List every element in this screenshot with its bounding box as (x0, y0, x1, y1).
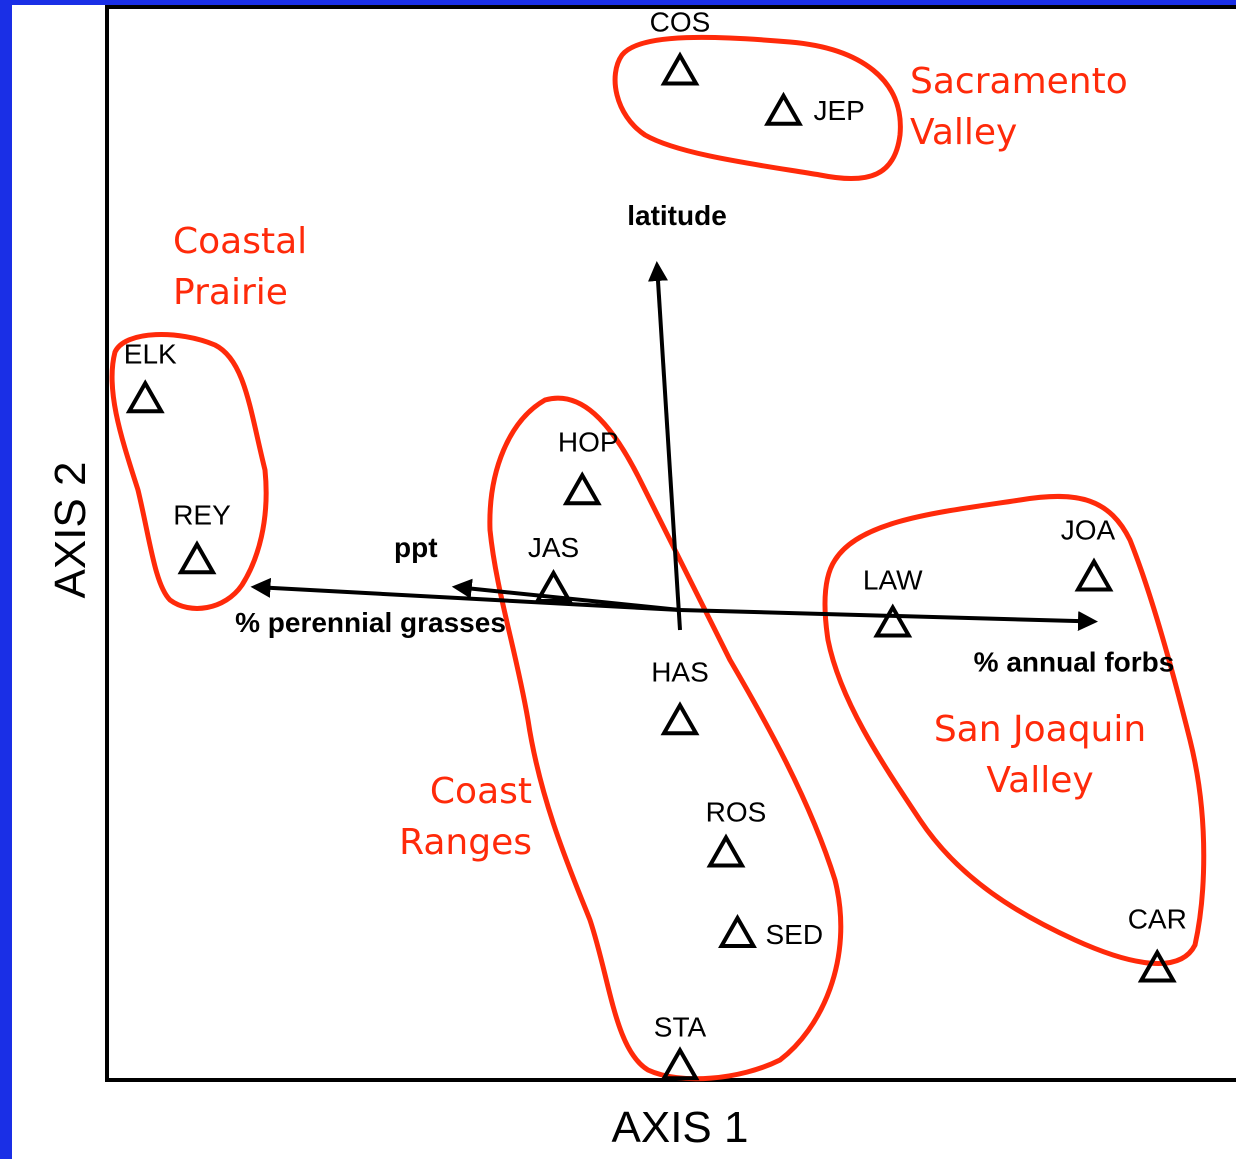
point-label-car: CAR (1128, 904, 1187, 935)
points: COS JEP ELK REY HOP JAS HAS ROS SED STA LAW JOA CAR (124, 7, 1187, 1081)
point-marker-cos (660, 51, 700, 86)
group-outline-sacramento (612, 34, 903, 182)
group-label-coast_ranges-1: Ranges (399, 822, 532, 863)
top-blue-band (0, 0, 1236, 5)
point-marker-car (1137, 948, 1177, 983)
point-label-has: HAS (651, 656, 709, 687)
point-marker-joa (1074, 557, 1114, 592)
group-label-san_joaquin-1: Valley (986, 760, 1093, 801)
point-label-elk: ELK (124, 338, 177, 369)
point-label-hop: HOP (558, 426, 619, 457)
point-marker-rey (177, 540, 217, 575)
point-marker-ros (706, 833, 746, 868)
y-axis-title: AXIS 2 (46, 462, 95, 599)
x-axis-title: AXIS 1 (612, 1103, 749, 1152)
left-blue-band (0, 0, 12, 1159)
group-outline-coast-ranges (487, 395, 844, 1082)
vector-label-1: ppt (394, 532, 438, 563)
point-label-sta: STA (654, 1011, 707, 1042)
point-marker-elk (125, 379, 165, 414)
vector-arrow-0 (648, 261, 682, 631)
point-label-rey: REY (173, 499, 231, 530)
group-label-prairie-1: Prairie (173, 272, 288, 313)
point-label-ros: ROS (706, 797, 767, 828)
group-outlines (109, 34, 1207, 1082)
group-labels: Sacramento Valley Coastal Prairie Coast Range… (173, 61, 1146, 863)
point-label-joa: JOA (1061, 515, 1116, 546)
point-marker-law (873, 603, 913, 638)
point-marker-sta (660, 1046, 700, 1081)
vector-label-3: % annual forbs (974, 647, 1175, 678)
group-label-prairie-0: Coastal (173, 221, 307, 262)
group-outline-san-joaquin (822, 493, 1207, 966)
point-marker-jep (764, 91, 803, 126)
group-label-san_joaquin-0: San Joaquin (934, 709, 1146, 750)
group-label-sacramento-0: Sacramento (910, 61, 1128, 102)
point-label-law: LAW (863, 565, 923, 596)
point-label-jas: JAS (528, 532, 579, 563)
point-marker-hop (562, 471, 602, 506)
point-marker-jas (534, 568, 573, 603)
vector-label-0: latitude (627, 200, 727, 231)
point-marker-has (660, 701, 700, 736)
point-label-cos: COS (650, 7, 711, 38)
vector-label-2: % perennial grasses (235, 607, 506, 638)
group-label-coast_ranges-0: Coast (430, 771, 532, 812)
point-label-jep: JEP (814, 95, 865, 126)
vector-arrow-2 (250, 577, 681, 612)
point-label-sed: SED (766, 919, 824, 950)
group-outline-prairie (109, 332, 269, 611)
group-label-sacramento-1: Valley (910, 112, 1017, 153)
point-marker-sed (718, 913, 757, 948)
